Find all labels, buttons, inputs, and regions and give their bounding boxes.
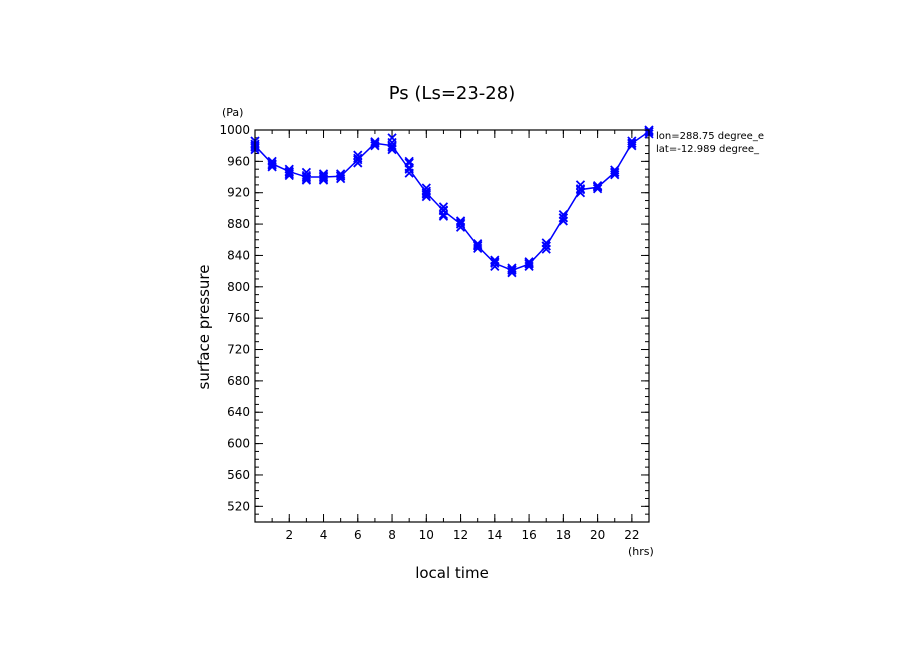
y-tick-label: 600 [227, 437, 250, 451]
scatter-marker [267, 162, 277, 172]
scatter-marker [592, 181, 603, 191]
data-point [473, 241, 483, 251]
x-tick-label: 6 [354, 528, 362, 542]
data-point [267, 159, 277, 169]
x-tick-label: 10 [419, 528, 434, 542]
data-point [558, 213, 568, 223]
scatter-marker [318, 173, 329, 184]
x-tick-label: 16 [521, 528, 536, 542]
scatter-marker [455, 217, 466, 228]
data-point [370, 138, 380, 148]
y-tick-label: 760 [227, 311, 250, 325]
x-tick-label: 8 [388, 528, 396, 542]
scatter-marker [318, 170, 329, 181]
y-tick-label: 680 [227, 374, 250, 388]
y-tick-label: 520 [227, 499, 250, 513]
x-axis-label: local time [415, 564, 489, 582]
y-tick-label: 720 [227, 343, 250, 357]
data-point [490, 258, 500, 268]
scatter-marker [541, 238, 551, 248]
data-point [627, 138, 637, 148]
data-point [301, 172, 312, 182]
annotation-lat: lat=-12.989 degree_ [656, 144, 760, 155]
scatter-marker [387, 144, 397, 155]
x-tick-label: 22 [624, 528, 639, 542]
data-point [507, 265, 517, 275]
data-point [610, 167, 620, 177]
scatter-marker [404, 156, 414, 166]
data-point [541, 241, 551, 251]
data-point [592, 182, 603, 192]
scatter-marker [524, 257, 534, 267]
scatter-marker [610, 165, 620, 175]
scatter-marker [370, 141, 380, 151]
y-tick-label: 560 [227, 468, 250, 482]
scatter-marker [267, 160, 277, 170]
y-tick-label: 880 [227, 217, 250, 231]
scatter-marker [507, 263, 517, 273]
chart-title: Ps (Ls=23-28) [389, 83, 515, 104]
scatter-marker [353, 153, 363, 163]
scatter-marker [421, 186, 431, 196]
data-point [353, 155, 363, 165]
scatter-marker [473, 239, 483, 249]
scatter-marker [387, 142, 397, 152]
scatter-marker [387, 133, 397, 143]
x-tick-label: 4 [320, 528, 328, 542]
x-tick-label: 18 [556, 528, 571, 542]
x-tick-label: 12 [453, 528, 468, 542]
data-point [421, 188, 431, 198]
data-point [284, 166, 294, 177]
scatter-marker [284, 170, 294, 181]
data-point [455, 219, 466, 229]
data-point [524, 259, 534, 269]
y-tick-label: 840 [227, 248, 250, 262]
scatter-marker [438, 202, 449, 212]
data-point [438, 206, 449, 216]
scatter-marker [558, 210, 568, 220]
data-series [250, 125, 654, 278]
y-axis-label: surface pressure [195, 265, 213, 390]
scatter-marker [455, 216, 466, 226]
series-line [254, 130, 650, 272]
x-tick-label: 20 [590, 528, 605, 542]
data-point [336, 171, 346, 181]
scatter-marker [592, 184, 603, 194]
y-tick-label: 640 [227, 405, 250, 419]
scatter-marker [421, 189, 431, 199]
data-point [318, 172, 329, 182]
y-tick-label: 800 [227, 280, 250, 294]
x-tick-label: 14 [487, 528, 502, 542]
x-axis-unit: (hrs) [628, 545, 654, 558]
scatter-marker [336, 169, 346, 179]
y-tick-label: 920 [227, 186, 250, 200]
scatter-marker [490, 257, 500, 267]
tick-labels: 2 4 6 8 10 12 14 16 18 20 22 520 560 600 640 680 720 760 8… [219, 123, 639, 542]
scatter-marker [575, 188, 586, 198]
scatter-marker [301, 173, 312, 184]
data-point [404, 164, 414, 174]
y-tick-label: 1000 [219, 123, 250, 137]
scatter-marker [370, 137, 380, 147]
y-axis-unit: (Pa) [222, 106, 243, 119]
plot-frame [254, 129, 650, 523]
data-point [575, 184, 586, 195]
annotation-lon: lon=288.75 degree_e [656, 131, 764, 142]
scatter-marker [627, 136, 637, 146]
scatter-marker [301, 170, 312, 181]
y-tick-label: 960 [227, 154, 250, 168]
scatter-marker [490, 255, 500, 265]
data-point [387, 141, 397, 151]
x-tick-label: 2 [285, 528, 293, 542]
